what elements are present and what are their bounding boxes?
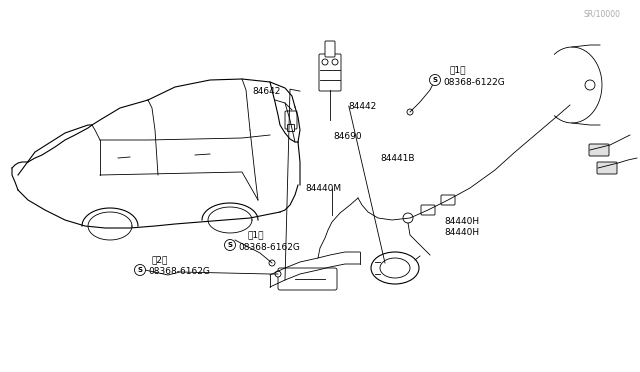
Circle shape <box>275 271 281 277</box>
FancyBboxPatch shape <box>287 125 294 131</box>
Text: 08368-6162G: 08368-6162G <box>238 243 300 251</box>
Text: 08368-6122G: 08368-6122G <box>443 77 505 87</box>
Circle shape <box>407 109 413 115</box>
Circle shape <box>269 260 275 266</box>
FancyBboxPatch shape <box>597 162 617 174</box>
Ellipse shape <box>371 252 419 284</box>
Circle shape <box>225 240 236 250</box>
Text: 84442: 84442 <box>349 102 377 110</box>
Text: 84690: 84690 <box>333 132 362 141</box>
Circle shape <box>134 264 145 276</box>
FancyBboxPatch shape <box>278 268 337 290</box>
FancyBboxPatch shape <box>441 195 455 205</box>
Circle shape <box>403 213 413 223</box>
Circle shape <box>322 59 328 65</box>
Text: 08368-6162G: 08368-6162G <box>148 267 210 276</box>
Text: 84441B: 84441B <box>381 154 415 163</box>
Text: 84440M: 84440M <box>305 183 341 192</box>
Text: 84440H: 84440H <box>445 217 480 226</box>
Text: SR/10000: SR/10000 <box>583 9 620 18</box>
FancyBboxPatch shape <box>589 144 609 156</box>
Ellipse shape <box>380 258 410 278</box>
Text: 84642: 84642 <box>253 87 281 96</box>
Text: ＜2＞: ＜2＞ <box>152 256 168 264</box>
Text: （1）: （1） <box>449 65 465 74</box>
Text: 84440H: 84440H <box>445 228 480 237</box>
FancyBboxPatch shape <box>319 54 341 91</box>
Circle shape <box>332 59 338 65</box>
FancyBboxPatch shape <box>285 111 297 129</box>
Text: S: S <box>433 77 438 83</box>
Text: S: S <box>138 267 143 273</box>
Text: S: S <box>227 242 232 248</box>
FancyBboxPatch shape <box>421 205 435 215</box>
Circle shape <box>429 74 440 86</box>
Circle shape <box>585 80 595 90</box>
Text: （1）: （1） <box>248 231 264 240</box>
FancyBboxPatch shape <box>325 41 335 57</box>
